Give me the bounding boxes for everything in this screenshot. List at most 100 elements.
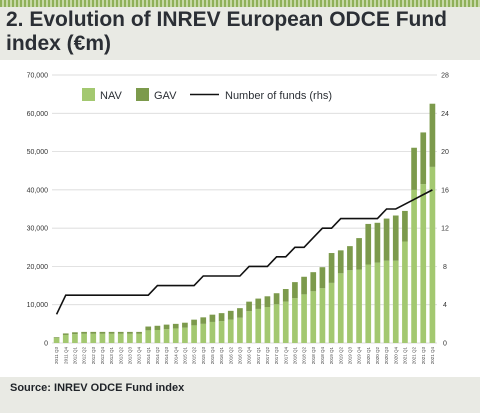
y2-tick-label: 24 xyxy=(441,111,449,118)
x-tick-label: 2017 Q1 xyxy=(256,347,261,365)
x-tick-label: 2019 Q1 xyxy=(329,347,334,365)
x-tick-label: 2020 Q1 xyxy=(366,347,371,365)
x-tick-label: 2019 Q2 xyxy=(338,347,343,365)
bar-nav xyxy=(402,241,408,343)
bar-gav xyxy=(319,267,326,289)
chart: 0 10,000 20,000 30,000 40,000 50,000 60,000 70,… xyxy=(27,73,449,365)
bar-nav xyxy=(264,307,271,343)
bar-gav xyxy=(200,317,207,324)
y2-tick-label: 28 xyxy=(441,73,449,80)
x-tick-label: 2013 Q1 xyxy=(109,347,114,365)
funds-line-path xyxy=(55,189,433,315)
bar-nav xyxy=(237,317,243,343)
bar-nav xyxy=(99,333,106,343)
bar-gav xyxy=(365,223,372,265)
bar-gav xyxy=(145,326,152,331)
bar-nav xyxy=(53,338,60,343)
bar-gav xyxy=(108,331,115,334)
bar-nav xyxy=(136,333,142,343)
bar-nav xyxy=(310,291,317,343)
x-tick-label: 2014 Q3 xyxy=(164,347,169,365)
x-tick-label: 2013 Q3 xyxy=(128,347,133,365)
x-tick-label: 2013 Q4 xyxy=(137,347,142,365)
bar-gav xyxy=(227,310,234,320)
bar-gav xyxy=(301,276,307,295)
bar-gav xyxy=(218,313,225,322)
bar-nav xyxy=(127,333,133,343)
x-tick-label: 2019 Q4 xyxy=(357,347,362,365)
y-tick-label: 70,000 xyxy=(27,73,49,80)
x-tick-label: 2011 Q3 xyxy=(54,347,59,364)
bar-gav xyxy=(392,215,399,261)
bar-gav xyxy=(136,331,142,334)
legend-label-funds-line: Number of funds (rhs) xyxy=(225,90,332,102)
bars xyxy=(53,103,436,343)
bar-nav xyxy=(218,321,225,343)
x-tick-label: 2015 Q4 xyxy=(210,347,215,365)
x-tick-label: 2014 Q2 xyxy=(155,347,160,365)
y2-tick-label: 8 xyxy=(443,264,447,271)
bar-nav xyxy=(392,260,399,343)
bar-nav xyxy=(282,301,289,343)
bar-gav xyxy=(429,103,436,167)
bar-nav xyxy=(227,319,234,343)
bar-gav xyxy=(356,238,362,270)
x-tick-label: 2016 Q2 xyxy=(228,347,233,365)
legend-label-nav: NAV xyxy=(100,90,122,102)
bar-gav xyxy=(127,331,133,334)
bar-gav xyxy=(328,253,335,283)
bar-nav xyxy=(328,282,335,343)
x-tick-label: 2014 Q1 xyxy=(146,347,151,365)
bar-gav xyxy=(420,132,427,185)
bar-nav xyxy=(163,329,170,343)
bar-nav xyxy=(182,327,188,343)
y2-tick-label: 12 xyxy=(441,226,449,233)
bar-nav xyxy=(337,273,344,343)
bar-nav xyxy=(200,323,207,343)
y-tick-label: 0 xyxy=(44,341,48,348)
bar-nav xyxy=(90,333,97,343)
bar-gav xyxy=(182,322,188,328)
x-tick-label: 2021 Q4 xyxy=(430,347,435,365)
legend: NAV GAV Number of funds (rhs) xyxy=(82,88,332,102)
x-tick-label: 2017 Q2 xyxy=(265,347,270,365)
x-tick-label: 2019 Q3 xyxy=(348,347,353,365)
bar-nav xyxy=(383,260,390,343)
bar-gav xyxy=(282,289,289,302)
bar-gav xyxy=(154,325,161,330)
right-axis-ticks: 0 4 8 12 16 20 24 28 xyxy=(441,73,449,348)
bar-gav xyxy=(292,282,298,299)
bar-nav xyxy=(117,333,124,343)
x-tick-label: 2021 Q2 xyxy=(412,347,417,365)
bar-nav xyxy=(246,311,252,343)
bar-nav xyxy=(72,334,78,343)
x-tick-label: 2018 Q1 xyxy=(293,347,298,365)
bar-nav xyxy=(172,328,179,343)
legend-swatch-nav xyxy=(82,88,95,101)
bar-gav xyxy=(337,250,344,274)
bar-gav xyxy=(172,323,179,329)
x-tick-label: 2015 Q3 xyxy=(201,347,206,365)
left-axis-ticks: 0 10,000 20,000 30,000 40,000 50,000 60,000 70,… xyxy=(27,73,49,348)
x-tick-label: 2012 Q4 xyxy=(100,347,105,365)
x-tick-label: 2017 Q3 xyxy=(274,347,279,365)
x-tick-label: 2012 Q3 xyxy=(91,347,96,365)
bar-gav xyxy=(90,331,97,334)
bar-gav xyxy=(72,332,78,335)
x-tick-label: 2018 Q4 xyxy=(320,347,325,365)
bar-gav xyxy=(383,218,390,261)
bar-nav xyxy=(319,288,326,343)
y2-tick-label: 16 xyxy=(441,187,449,194)
y2-tick-label: 20 xyxy=(441,149,449,156)
gridlines xyxy=(52,74,437,344)
y-tick-label: 20,000 xyxy=(27,264,49,271)
bar-gav xyxy=(402,210,408,242)
y2-tick-label: 0 xyxy=(443,341,447,348)
x-tick-label: 2020 Q4 xyxy=(393,347,398,365)
bar-nav xyxy=(154,329,161,343)
bar-nav xyxy=(356,269,362,343)
bar-nav xyxy=(108,333,115,343)
y-tick-label: 30,000 xyxy=(27,226,49,233)
source-note: Source: INREV ODCE Fund index xyxy=(10,382,185,394)
bar-nav xyxy=(273,304,280,343)
